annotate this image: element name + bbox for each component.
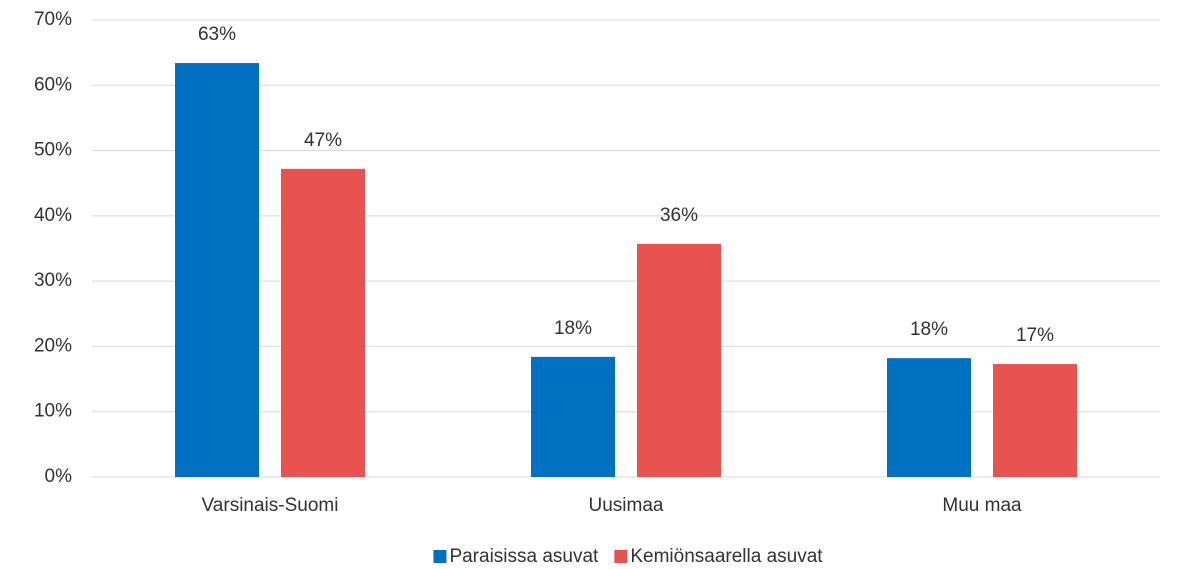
- y-tick-label: 0%: [45, 466, 73, 487]
- y-tick-label: 20%: [34, 335, 72, 356]
- y-tick-label: 10%: [34, 401, 72, 422]
- x-tick-label: Varsinais-Suomi: [202, 495, 339, 516]
- legend-label: Paraisissa asuvat: [449, 546, 599, 567]
- y-tick-label: 50%: [34, 140, 72, 161]
- x-tick-label: Uusimaa: [589, 495, 664, 516]
- bar: [887, 358, 971, 477]
- bar: [281, 168, 365, 477]
- y-tick-label: 30%: [34, 270, 72, 291]
- y-tick-label: 70%: [34, 9, 72, 30]
- value-label: 18%: [910, 319, 948, 340]
- bar: [175, 63, 259, 478]
- bar: [993, 364, 1077, 477]
- bar: [637, 243, 721, 477]
- value-label: 36%: [660, 205, 698, 226]
- value-label: 18%: [554, 318, 592, 339]
- legend-label: Kemiönsaarella asuvat: [630, 546, 823, 567]
- value-label: 63%: [198, 24, 236, 45]
- bar: [531, 356, 615, 477]
- legend-swatch: [433, 550, 447, 563]
- legend-swatch: [614, 550, 628, 563]
- value-label: 17%: [1016, 325, 1054, 346]
- value-label: 47%: [304, 130, 342, 151]
- x-tick-label: Muu maa: [942, 495, 1022, 516]
- y-tick-label: 40%: [34, 205, 72, 226]
- y-tick-label: 60%: [34, 74, 72, 95]
